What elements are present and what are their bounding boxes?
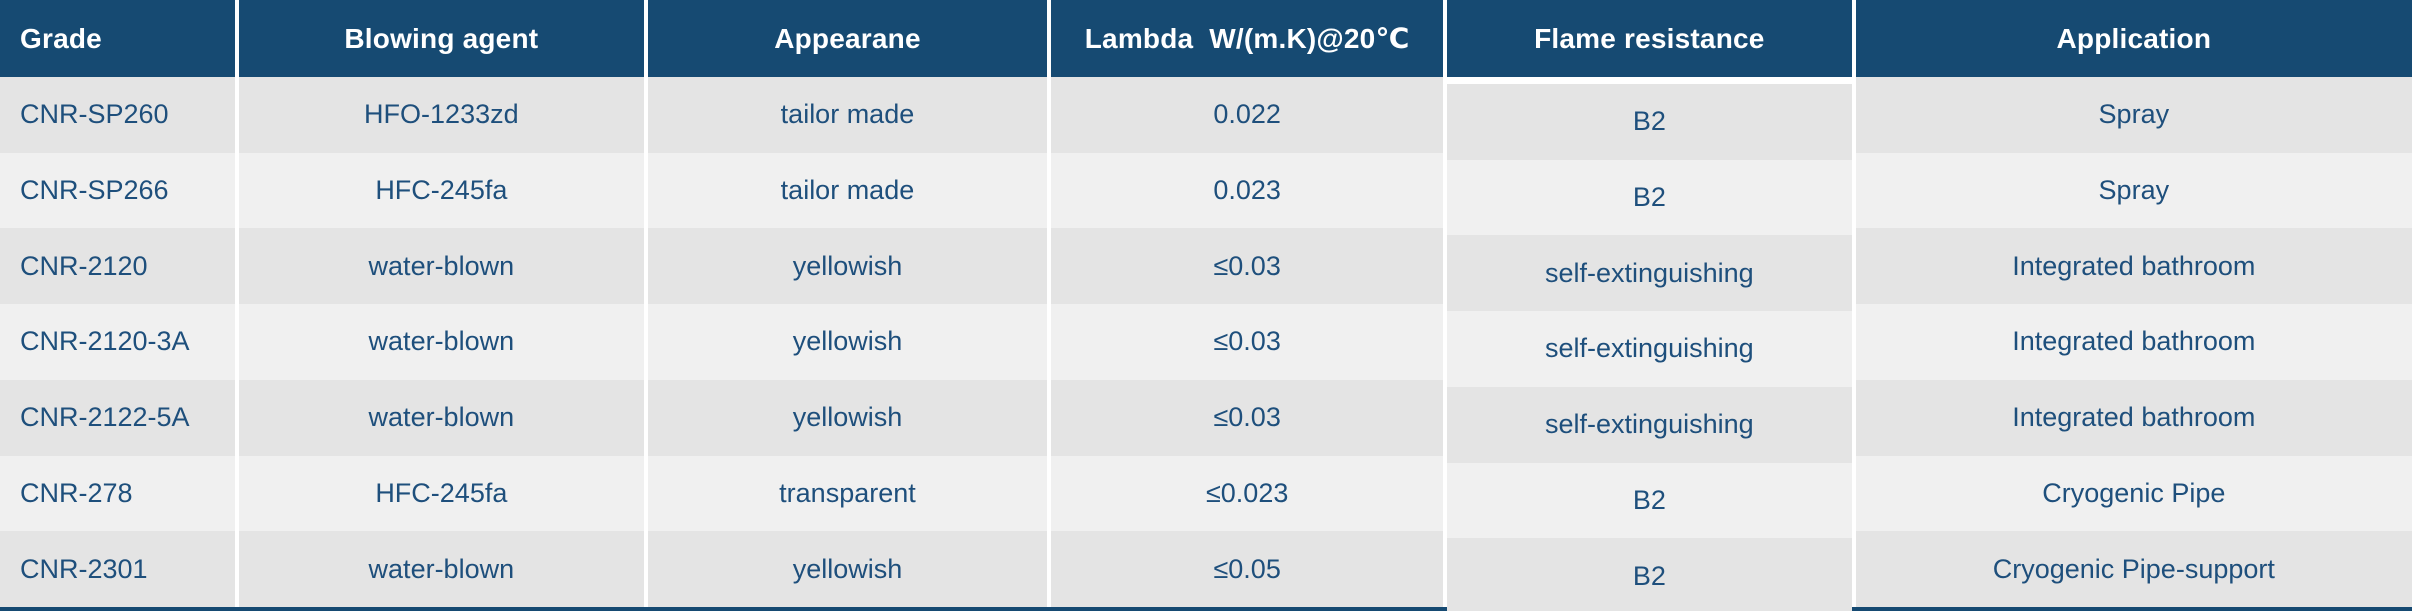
table-row-cnr-sp266: CNR-SP266 HFC-245fa tailor made 0.023 B2 Spra…	[0, 152, 2412, 236]
cell-cnr-2120-col4: self-extinguishing	[1447, 235, 1852, 312]
cell-cnr-sp266-col3: 0.023	[1051, 152, 1444, 229]
cell-cnr-sp266-col0: CNR-SP266	[0, 152, 236, 229]
cell-cnr-2301-col3: ≤0.05	[1051, 531, 1444, 607]
cell-cnr-2122-5a-col4: self-extinguishing	[1447, 386, 1852, 463]
cell-cnr-2120-col1: water-blown	[239, 228, 644, 305]
cell-cnr-278-col5: Cryogenic Pipe	[1855, 455, 2412, 532]
table-bottom-border	[0, 607, 2412, 611]
cell-cnr-sp266-col5: Spray	[1855, 152, 2412, 229]
cell-cnr-2120-3a-col5: Integrated bathroom	[1855, 304, 2412, 380]
table-row-cnr-2122-5a: CNR-2122-5A water-blown yellowish ≤0.03 self…	[0, 379, 2412, 463]
cell-cnr-sp266-col2: tailor made	[647, 152, 1048, 229]
table-row-cnr-278: CNR-278 HFC-245fa transparent ≤0.023 B2 Cryog…	[0, 455, 2412, 539]
cell-cnr-2120-3a-col1: water-blown	[239, 304, 644, 380]
cell-cnr-2120-3a-col3: ≤0.03	[1051, 304, 1444, 380]
cell-cnr-2120-col0: CNR-2120	[0, 228, 236, 305]
cell-cnr-sp260-col5: Spray	[1855, 77, 2412, 153]
table-row-cnr-sp260: CNR-SP260 HFO-1233zd tailor made 0.022 B2 Spr…	[0, 77, 2412, 160]
table-body: CNR-SP260 HFO-1233zd tailor made 0.022 B2 Spr…	[0, 77, 2412, 611]
table-row-cnr-2120: CNR-2120 water-blown yellowish ≤0.03 self-ex…	[0, 228, 2412, 312]
cell-cnr-2122-5a-col0: CNR-2122-5A	[0, 379, 236, 456]
cell-cnr-278-col3: ≤0.023	[1051, 455, 1444, 532]
cell-cnr-2301-col1: water-blown	[239, 531, 644, 607]
cell-cnr-278-col1: HFC-245fa	[239, 455, 644, 532]
cell-cnr-sp260-col1: HFO-1233zd	[239, 77, 644, 153]
cell-cnr-2120-col5: Integrated bathroom	[1855, 228, 2412, 305]
cell-cnr-2301-col2: yellowish	[647, 531, 1048, 607]
column-header-appearane: Appearane	[647, 0, 1048, 77]
cell-cnr-sp266-col1: HFC-245fa	[239, 152, 644, 229]
cell-cnr-2301-col0: CNR-2301	[0, 531, 236, 607]
cell-cnr-sp260-col2: tailor made	[647, 77, 1048, 153]
cell-cnr-2122-5a-col5: Integrated bathroom	[1855, 379, 2412, 456]
table-header-row: Grade Blowing agent Appearane Lambda W/(m.K…	[0, 0, 2412, 77]
cell-cnr-2122-5a-col2: yellowish	[647, 379, 1048, 456]
cell-cnr-2122-5a-col3: ≤0.03	[1051, 379, 1444, 456]
cell-cnr-2120-3a-col4: self-extinguishing	[1447, 311, 1852, 387]
cell-cnr-278-col0: CNR-278	[0, 455, 236, 532]
cell-cnr-2301-col4: B2	[1447, 538, 1852, 611]
column-header-application: Application	[1855, 0, 2412, 77]
table-row-cnr-2301: CNR-2301 water-blown yellowish ≤0.05 B2 Cryog…	[0, 531, 2412, 611]
table-row-cnr-2120-3a: CNR-2120-3A water-blown yellowish ≤0.03 self…	[0, 304, 2412, 387]
cell-cnr-2301-col5: Cryogenic Pipe-support	[1855, 531, 2412, 607]
cell-cnr-2120-col3: ≤0.03	[1051, 228, 1444, 305]
cell-cnr-sp266-col4: B2	[1447, 159, 1852, 236]
cell-cnr-sp260-col3: 0.022	[1051, 77, 1444, 153]
cell-cnr-sp260-col0: CNR-SP260	[0, 77, 236, 153]
cell-cnr-278-col4: B2	[1447, 462, 1852, 539]
cell-cnr-sp260-col4: B2	[1447, 84, 1852, 160]
column-header-lambda-w-m-k-20: Lambda W/(m.K)@20℃	[1051, 0, 1444, 77]
cell-cnr-278-col2: transparent	[647, 455, 1048, 532]
cell-cnr-2120-col2: yellowish	[647, 228, 1048, 305]
column-header-grade: Grade	[0, 0, 236, 77]
cell-cnr-2120-3a-col2: yellowish	[647, 304, 1048, 380]
column-header-blowing-agent: Blowing agent	[239, 0, 644, 77]
cell-cnr-2120-3a-col0: CNR-2120-3A	[0, 304, 236, 380]
column-header-flame-resistance: Flame resistance	[1447, 0, 1852, 77]
cell-cnr-2122-5a-col1: water-blown	[239, 379, 644, 456]
